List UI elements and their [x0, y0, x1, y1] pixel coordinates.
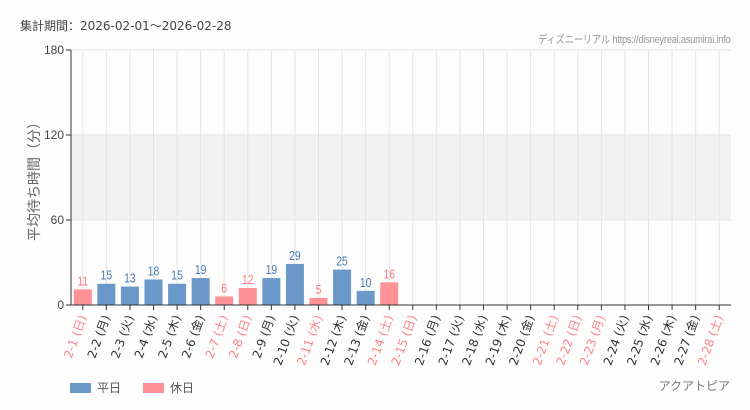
bar[interactable] [333, 269, 352, 305]
facility-name: アクアトピア [658, 379, 730, 393]
y-tick-label: 180 [44, 43, 64, 57]
bar[interactable] [285, 263, 304, 305]
legend-label-weekday: 平日 [97, 381, 122, 395]
value-label: 6 [221, 281, 227, 295]
legend-item-holiday[interactable]: 休日 [143, 379, 194, 396]
legend-label-holiday: 休日 [170, 381, 195, 395]
site-credit: ディズニーリアル https://disneyreal.asumirai.inf… [537, 34, 731, 46]
value-label: 18 [148, 264, 160, 278]
axes [66, 49, 731, 310]
value-label: 16 [383, 267, 395, 281]
legend: 平日 休日 [70, 379, 194, 396]
value-label: 25 [336, 255, 348, 269]
bar[interactable] [191, 278, 210, 305]
value-label: 19 [195, 263, 207, 277]
bars [73, 263, 399, 306]
weekday-swatch [70, 382, 91, 393]
x-tick-labels: 2-1 (日)2-2 (月)2-3 (火)2-4 (水)2-5 (木)2-6 (… [61, 313, 726, 367]
legend-item-weekday[interactable]: 平日 [70, 379, 121, 396]
value-label: 10 [360, 276, 372, 290]
bar[interactable] [262, 278, 281, 305]
value-label: 5 [316, 283, 322, 297]
shaded-band [71, 135, 731, 220]
holiday-swatch [143, 382, 165, 393]
value-label: 19 [266, 263, 278, 277]
bar[interactable] [97, 283, 116, 305]
bar[interactable] [309, 297, 328, 305]
bar[interactable] [238, 288, 257, 305]
value-label: 15 [171, 269, 183, 283]
value-labels: 11 15 13 18 15 19 6 12 19 29 5 25 10 16 [77, 249, 395, 297]
bar[interactable] [356, 290, 375, 305]
bar[interactable] [168, 283, 187, 305]
y-tick-label: 60 [51, 213, 65, 227]
value-label: 11 [77, 274, 88, 288]
aggregation-period: 集計期間：2026-02-01～2026-02-28 [20, 19, 232, 33]
value-label: 29 [289, 249, 301, 263]
bar[interactable] [215, 296, 234, 306]
y-tick-labels: 0 60 120 180 [44, 43, 64, 312]
value-label: 12 [242, 273, 254, 287]
y-tick-label: 0 [57, 298, 64, 312]
bar[interactable] [120, 286, 139, 305]
bar[interactable] [144, 279, 163, 306]
bar[interactable] [73, 289, 92, 305]
value-label: 13 [124, 272, 136, 286]
value-label: 15 [101, 269, 113, 283]
y-tick-label: 120 [44, 128, 64, 142]
grid-lines [71, 49, 731, 305]
bar[interactable] [380, 282, 399, 305]
